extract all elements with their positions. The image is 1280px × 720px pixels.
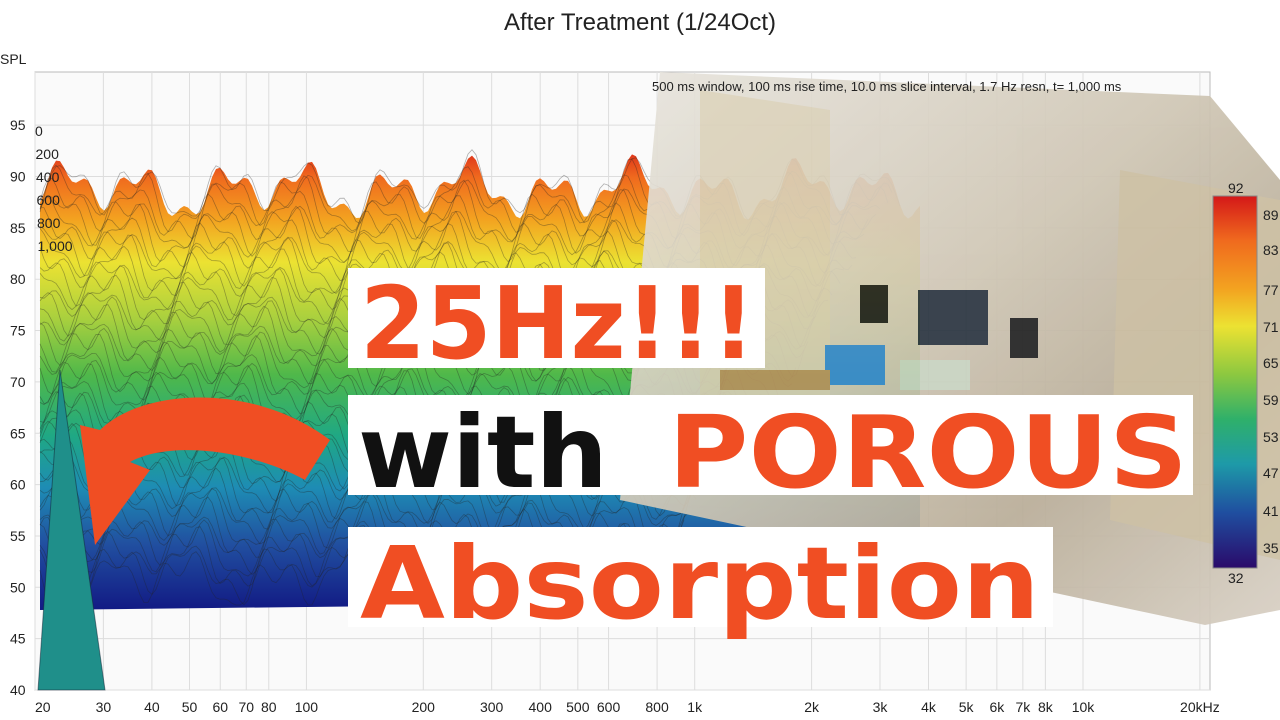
colorbar-label: 41 xyxy=(1263,503,1279,519)
x-tick-label: 4k xyxy=(921,699,937,715)
x-tick-label: 10k xyxy=(1072,699,1096,715)
y-tick-label: 50 xyxy=(10,579,26,595)
x-tick-label: 200 xyxy=(412,699,436,715)
slice-label: 200 xyxy=(36,146,60,162)
headline-line1: 25Hz!!! xyxy=(360,265,755,382)
colorbar-label: 71 xyxy=(1263,319,1279,335)
chart-title: After Treatment (1/24Oct) xyxy=(504,9,776,36)
x-tick-label: 40 xyxy=(144,699,160,715)
slice-label: 1,000 xyxy=(38,238,73,254)
colorbar-label: 65 xyxy=(1263,355,1279,371)
y-tick-label: 45 xyxy=(10,631,26,647)
low-frequency-peak xyxy=(37,369,106,691)
x-tick-label: 60 xyxy=(212,699,228,715)
x-tick-label: 7k xyxy=(1015,699,1031,715)
x-tick-label: 1k xyxy=(687,699,703,715)
y-tick-label: 55 xyxy=(10,528,26,544)
x-tick-label: 800 xyxy=(645,699,669,715)
colorbar-label: 32 xyxy=(1228,570,1244,586)
x-tick-label: 500 xyxy=(566,699,590,715)
x-tick-label: 20 xyxy=(35,699,51,715)
colorbar-label: 53 xyxy=(1263,429,1279,445)
x-tick-label: 5k xyxy=(959,699,975,715)
info-text: 500 ms window, 100 ms rise time, 10.0 ms… xyxy=(652,79,1122,94)
y-tick-label: 40 xyxy=(10,682,26,698)
x-tick-label: 2k xyxy=(804,699,820,715)
colorbar-label: 89 xyxy=(1263,207,1279,223)
colorbar-label: 77 xyxy=(1263,282,1279,298)
y-tick-label: 75 xyxy=(10,323,26,339)
x-tick-label: 300 xyxy=(480,699,504,715)
slice-label: 0 xyxy=(35,123,43,139)
x-tick-label: 600 xyxy=(597,699,621,715)
x-tick-label: 20kHz xyxy=(1180,699,1220,715)
x-tick-label: 50 xyxy=(182,699,198,715)
colorbar-label: 47 xyxy=(1263,465,1279,481)
colorbar-label: 92 xyxy=(1228,180,1244,196)
x-tick-label: 400 xyxy=(529,699,553,715)
y-tick-label: 80 xyxy=(10,271,26,287)
colorbar-label: 35 xyxy=(1263,540,1279,556)
y-tick-label: 95 xyxy=(10,117,26,133)
x-tick-label: 100 xyxy=(295,699,319,715)
colorbar xyxy=(1212,195,1258,569)
x-tick-label: 6k xyxy=(989,699,1005,715)
slice-label: 600 xyxy=(37,192,61,208)
headline-box xyxy=(348,268,765,368)
slice-label: 400 xyxy=(36,169,60,185)
y-tick-label: 65 xyxy=(10,425,26,441)
x-tick-label: 80 xyxy=(261,699,277,715)
headline-box xyxy=(348,395,1193,495)
x-tick-label: 30 xyxy=(96,699,112,715)
y-tick-label: 90 xyxy=(10,169,26,185)
arrow xyxy=(80,397,330,545)
headline-line2-orange: POROUS xyxy=(668,394,1188,511)
y-axis-label: SPL xyxy=(0,51,27,67)
y-tick-label: 70 xyxy=(10,374,26,390)
y-tick-label: 85 xyxy=(10,220,26,236)
x-tick-label: 3k xyxy=(873,699,889,715)
y-tick-label: 60 xyxy=(10,477,26,493)
colorbar-label: 83 xyxy=(1263,242,1279,258)
slice-label: 800 xyxy=(37,215,61,231)
colorbar-label: 59 xyxy=(1263,392,1279,408)
headline-line3: Absorption xyxy=(360,525,1040,642)
headline-line2-black: with xyxy=(358,394,608,511)
x-tick-label: 8k xyxy=(1038,699,1054,715)
x-tick-label: 70 xyxy=(238,699,254,715)
headline-box xyxy=(348,527,1053,627)
